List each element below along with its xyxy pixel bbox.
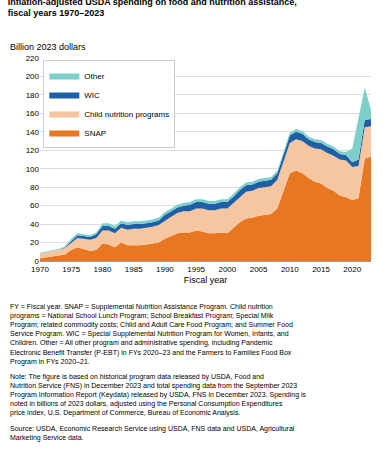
svg-text:2000: 2000 <box>218 265 236 274</box>
svg-text:200: 200 <box>26 72 40 81</box>
svg-text:SNAP: SNAP <box>84 129 106 138</box>
svg-text:1985: 1985 <box>125 265 143 274</box>
svg-text:220: 220 <box>26 54 40 63</box>
svg-text:1970: 1970 <box>31 265 49 274</box>
svg-text:0: 0 <box>35 257 40 266</box>
svg-text:Note: The figure is based on h: Note: The figure is based on historical … <box>10 373 307 417</box>
svg-text:160: 160 <box>26 109 40 118</box>
svg-text:40: 40 <box>30 220 39 229</box>
svg-text:1995: 1995 <box>187 265 205 274</box>
svg-text:1975: 1975 <box>62 265 80 274</box>
svg-text:Other: Other <box>84 72 104 81</box>
svg-text:1980: 1980 <box>94 265 112 274</box>
svg-text:80: 80 <box>30 183 39 192</box>
svg-text:2005: 2005 <box>250 265 268 274</box>
svg-text:180: 180 <box>26 91 40 100</box>
svg-text:FY = Fiscal year. SNAP = Suppl: FY = Fiscal year. SNAP = Supplemental Nu… <box>10 303 293 366</box>
svg-text:60: 60 <box>30 201 39 210</box>
svg-text:100: 100 <box>26 165 40 174</box>
svg-text:Child nutrition programs: Child nutrition programs <box>84 110 169 119</box>
svg-text:Fiscal year: Fiscal year <box>184 275 228 285</box>
svg-text:140: 140 <box>26 128 40 137</box>
svg-text:WIC: WIC <box>84 91 100 100</box>
svg-text:120: 120 <box>26 146 40 155</box>
svg-text:Inflation-adjusted USDA spendi: Inflation-adjusted USDA spending on food… <box>8 0 297 18</box>
svg-text:2020: 2020 <box>343 265 361 274</box>
svg-text:2015: 2015 <box>312 265 330 274</box>
svg-text:20: 20 <box>30 238 39 247</box>
svg-text:Source: USDA, Economic Researc: Source: USDA, Economic Research Service … <box>10 425 295 442</box>
svg-text:1990: 1990 <box>156 265 174 274</box>
svg-text:Billion 2023 dollars: Billion 2023 dollars <box>10 42 86 52</box>
svg-text:2010: 2010 <box>281 265 299 274</box>
